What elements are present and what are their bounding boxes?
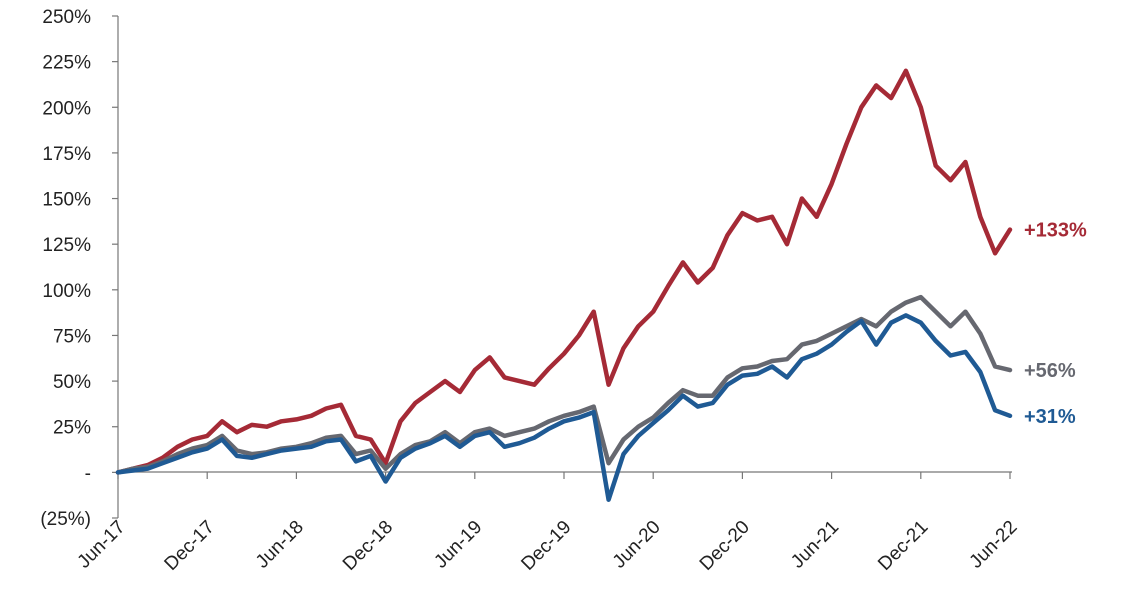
y-tick-label: 75% [53,326,91,347]
y-tick-label: 25% [53,418,91,439]
series-line-1 [115,68,1013,475]
x-axis-ticks: Jun-17 Dec-17 Jun-18 Dec-18 Jun-19 Dec-19 Jun-… [74,472,1022,575]
y-tick-label: 200% [42,98,91,119]
y-tick-label: 150% [42,190,91,211]
series-end-labels: +133% +56% +31% [1024,220,1087,428]
axes [117,16,1012,518]
series-line-2 [115,294,1013,475]
y-tick-label: 250% [42,7,91,28]
y-tick-label: 50% [53,372,91,393]
x-tick-label: Jun-21 [787,517,843,573]
y-tick-label: 225% [42,53,91,74]
y-tick-label: 175% [42,144,91,165]
x-tick-label: Jun-19 [430,517,486,573]
y-tick-label: - [85,463,91,484]
x-tick-label: Jun-20 [609,517,665,573]
y-axis-ticks: 250% 225% 200% 175% 150% 125% 100% 75% 50% 25% - (2… [40,7,118,530]
x-tick-label: Jun-18 [252,517,308,573]
x-tick-label: Dec-19 [517,517,575,575]
series-line-3 [115,313,1013,502]
y-tick-label: 125% [42,235,91,256]
y-tick-label: (25%) [40,509,91,530]
x-tick-label: Dec-21 [874,517,932,575]
x-tick-label: Jun-22 [966,517,1022,573]
y-tick-label: 100% [42,281,91,302]
series-lines [115,68,1013,502]
series-end-label: +56% [1024,360,1076,382]
series-end-label: +31% [1024,406,1076,428]
x-tick-label: Dec-17 [161,517,219,575]
x-tick-label: Dec-20 [696,517,754,575]
x-tick-label: Dec-18 [339,517,397,575]
series-end-label: +133% [1024,220,1087,242]
